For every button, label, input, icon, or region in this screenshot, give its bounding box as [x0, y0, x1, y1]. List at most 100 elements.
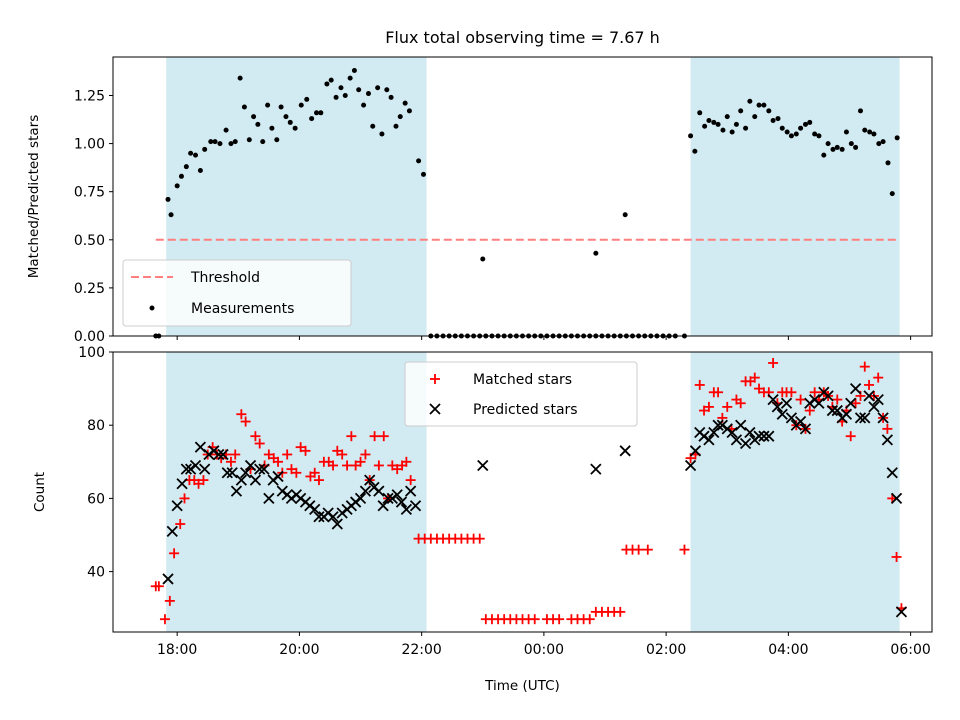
measurement-point [816, 133, 822, 139]
measurement-point [351, 67, 357, 73]
predicted-star-point [244, 459, 257, 472]
predicted-star-point [886, 467, 898, 479]
measurement-point [208, 139, 214, 145]
measurement-point [720, 127, 726, 133]
matched-star-point [768, 357, 779, 368]
matched-star-point [694, 379, 705, 390]
measurement-point [857, 108, 863, 114]
top-legend: Threshold Measurements [122, 259, 352, 327]
measurement-point [212, 139, 218, 145]
measurement-point [365, 91, 371, 97]
predicted-star-point [331, 518, 343, 530]
measurement-point [752, 114, 758, 120]
predicted-star-point [395, 496, 408, 508]
measurement-point [278, 104, 284, 110]
matched-star-point [786, 387, 797, 398]
measurement-point [388, 94, 394, 100]
predicted-star-point [162, 573, 174, 585]
predicted-star-point [226, 467, 238, 479]
measurement-point [853, 144, 859, 150]
measurement-point [402, 100, 408, 106]
top-x-ticks [176, 336, 912, 340]
measurement-point [406, 108, 412, 114]
measurement-point [880, 139, 886, 145]
predicted-star-point [189, 459, 202, 472]
matched-star-point [891, 551, 902, 562]
measurement-point [174, 183, 180, 189]
measurement-point [743, 125, 749, 131]
measurement-point [260, 139, 266, 145]
matched-star-point [859, 361, 870, 372]
y-tick-label: 1.00 [74, 137, 105, 153]
predicted-star-point [822, 390, 834, 402]
predicted-star-point [776, 408, 788, 420]
top-axes-frame [112, 56, 933, 337]
measurement-point [168, 212, 174, 218]
matched-star-point [236, 409, 247, 420]
predicted-star-point [868, 401, 880, 413]
predicted-star-point [272, 470, 284, 483]
measurement-point [193, 152, 199, 158]
measurement-point [217, 141, 223, 147]
predicted-star-point [877, 412, 889, 424]
measurement-point [738, 108, 744, 114]
predicted-star-point [854, 412, 867, 424]
measurement-point [324, 81, 330, 87]
predicted-star-point [477, 459, 489, 472]
measurement-point [729, 129, 735, 135]
measurement-point [793, 131, 799, 137]
matched-stars-points [150, 357, 907, 625]
predicted-star-point [735, 419, 747, 431]
legend-plus-marker [430, 374, 440, 384]
measurement-point [480, 256, 486, 262]
measurement-point [178, 173, 184, 179]
measurement-point [202, 146, 208, 152]
measurement-point [715, 121, 721, 127]
measurement-point [770, 117, 776, 123]
predicted-star-point [382, 492, 394, 505]
predicted-star-point [171, 500, 183, 512]
top-panel: 0.00 0.25 0.50 0.75 1.00 1.25 Flux total obse… [26, 28, 933, 345]
measurement-point [197, 168, 203, 174]
measurement-point [779, 125, 785, 131]
measurement-point [807, 119, 813, 125]
predicted-star-point [826, 404, 839, 417]
bottom-y-axis-label: Count [32, 472, 48, 512]
predicted-star-point [199, 463, 211, 475]
measurement-point [867, 129, 873, 135]
measurement-point [871, 131, 877, 137]
predicted-star-point [364, 474, 376, 486]
measurement-point [183, 164, 189, 170]
measurement-point [298, 102, 304, 108]
matched-star-point [864, 379, 875, 390]
y-tick-label: 0.75 [74, 185, 105, 201]
measurement-point [894, 135, 900, 141]
bottom-panel: 40 60 80 100 18:00 20:00 22:00 00:00 02:00 04:00… [32, 345, 933, 694]
matched-star-point [346, 431, 357, 442]
matched-star-point [225, 456, 236, 467]
matched-star-point [529, 614, 540, 625]
matched-star-point [159, 614, 170, 625]
measurement-point [885, 160, 891, 166]
matched-star-point [164, 595, 175, 606]
bottom-shaded-intervals [166, 352, 900, 632]
measurement-point [314, 110, 320, 116]
predicted-star-point [831, 404, 843, 417]
x-tick-label: 06:00 [890, 642, 930, 658]
measurement-point [269, 125, 275, 131]
measurement-point [397, 114, 403, 120]
measurement-point [283, 114, 289, 120]
bottom-x-ticks: 18:00 20:00 22:00 00:00 02:00 04:00 06:00 [157, 632, 931, 658]
measurement-point [223, 127, 229, 133]
matched-star-point [832, 394, 843, 405]
matched-star-point [873, 372, 884, 383]
shaded-interval [166, 352, 427, 632]
measurement-point [862, 127, 868, 133]
matched-star-point [175, 519, 186, 530]
predicted-star-point [327, 511, 339, 523]
measurement-point [802, 121, 808, 127]
matched-star-point [584, 614, 595, 625]
measurement-point [711, 119, 717, 125]
y-tick-label: 80 [87, 418, 105, 434]
measurement-point [784, 129, 790, 135]
